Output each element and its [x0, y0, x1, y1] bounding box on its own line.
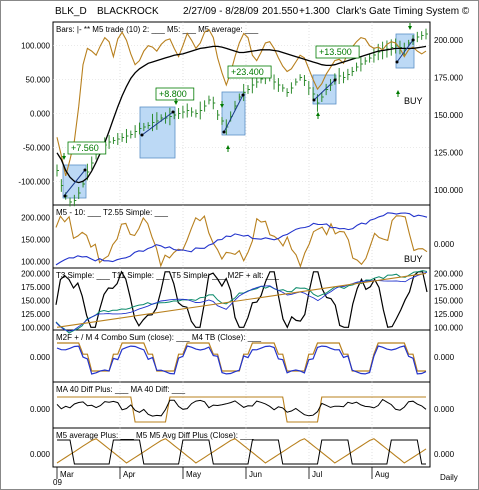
left-tick: 0.000: [30, 405, 51, 414]
left-tick: 150.000: [21, 296, 50, 305]
trade-trendline: [63, 169, 86, 197]
trade-annotation-box: [227, 65, 272, 79]
signal-arrow: [316, 112, 320, 119]
header-symbol: BLK_D: [55, 6, 87, 17]
left-tick: 125.000: [21, 310, 50, 319]
right-tick: 125.000: [434, 149, 463, 158]
trade-point: [411, 38, 415, 42]
month-label-mar: Mar: [60, 470, 74, 479]
right-tick: 0.000: [434, 353, 455, 362]
header-system: Clark's Gate Timing System ©: [336, 6, 470, 17]
right-tick: 175.000: [434, 283, 463, 292]
m5-avg-diff-plus-line: [57, 439, 426, 465]
left-tick: 0.000: [30, 353, 51, 362]
m5-average-plus-line: [56, 438, 427, 464]
panel-2-label: M5 - 10: ___ T2.55 Simple: ___: [56, 208, 168, 217]
m2f-alt-line: [56, 272, 427, 328]
year-label: 09: [53, 478, 62, 487]
right-tick: 200.000: [434, 269, 463, 278]
header-range: 2/27/09 - 8/28/09: [183, 6, 259, 17]
right-tick: 100.000: [434, 186, 463, 195]
trade-point: [222, 130, 226, 134]
trade-point: [140, 133, 144, 137]
left-tick: 175.000: [21, 283, 50, 292]
right-tick: 125.000: [434, 310, 463, 319]
header-change: +1.300: [299, 6, 330, 17]
trade-point: [171, 110, 175, 114]
trade-annotation-box: [67, 141, 107, 155]
signal-arrow: [226, 145, 230, 152]
left-tick: 150.000: [21, 235, 50, 244]
trade-annotation: +13.500: [319, 47, 352, 57]
m5-line: [56, 28, 427, 177]
header-price: 201.550: [262, 6, 299, 17]
trade-annotation-box: [155, 87, 195, 101]
ma40-diff-line: [56, 398, 427, 417]
m4-tb-line: [56, 345, 427, 375]
trade-annotation: +23.400: [231, 67, 264, 77]
left-tick: 50.000: [26, 76, 51, 85]
right-tick: 0.000: [434, 450, 455, 459]
month-label-jul: Jul: [312, 470, 322, 479]
month-label-aug: Aug: [375, 470, 389, 479]
left-tick: -100.000: [18, 177, 50, 186]
month-label-apr: Apr: [123, 470, 136, 479]
right-tick: 0.000: [434, 240, 455, 249]
panel-6-label: M5 average Plus: ___ M5 M5 Avg Diff Plus…: [56, 431, 254, 440]
ma40-diff-plus-line: [57, 396, 426, 423]
t11-line: [55, 270, 428, 334]
panel-1-label: Bars: |- ** M5 trade (10) 2: ___ M5: ___…: [56, 25, 259, 34]
m5-10-line: [55, 215, 428, 268]
signal-arrow: [396, 90, 400, 97]
month-label-may: May: [186, 470, 201, 479]
trade-annotation-box: [315, 45, 360, 59]
period-label: Daily: [440, 473, 458, 482]
t3-line: [55, 270, 428, 329]
trade-point: [395, 60, 399, 64]
header-name: BLACKROCK: [97, 6, 159, 17]
right-tick: 200.000: [434, 36, 463, 45]
left-tick: 200.000: [21, 269, 50, 278]
panel-frame-6: [52, 427, 431, 468]
left-tick: 100.000: [21, 257, 50, 266]
buy-signal-label: BUY: [404, 96, 423, 106]
right-tick: 150.000: [434, 111, 463, 120]
right-tick: 175.000: [434, 74, 463, 83]
left-tick: -50.000: [23, 143, 51, 152]
trade-annotation: +8.800: [159, 89, 187, 99]
trade-point: [333, 78, 337, 82]
t5-line: [55, 271, 428, 332]
trade-annotation: +7.560: [71, 143, 99, 153]
trade-point: [241, 93, 245, 97]
trade-point: [312, 98, 316, 102]
panel-5-label: MA 40 Diff Plus: ___ MA 40 Diff: ___: [56, 385, 186, 394]
trade-point: [63, 194, 67, 198]
trade-trendline: [313, 79, 336, 101]
signal-arrow: [174, 98, 178, 105]
time-axis: Mar Apr May Jun Jul Aug: [56, 467, 389, 479]
left-tick: 100.000: [21, 42, 50, 51]
panel-3-label: T3 Simple: ___ T11 Simple: ___ T5 Simple…: [56, 271, 280, 280]
trade-trendline: [141, 111, 174, 136]
m5-average-line: [56, 45, 427, 184]
left-tick: 200.000: [21, 213, 50, 222]
buy-signal-label-2: BUY: [404, 254, 423, 264]
right-tick: 0.000: [434, 405, 455, 414]
signal-arrow: [220, 101, 224, 108]
left-tick: 100.000: [21, 323, 50, 332]
signal-arrow: [408, 23, 412, 30]
trade-point: [83, 168, 87, 172]
trade-trendline: [396, 39, 414, 63]
right-tick: 100.000: [434, 323, 463, 332]
left-tick: 0.000: [30, 110, 51, 119]
month-label-jun: Jun: [249, 470, 262, 479]
panel-4-label: M2F + / M 4 Combo Sum (close): ___ M4 TB…: [56, 333, 262, 342]
signal-arrow: [62, 153, 66, 160]
left-tick: 0.000: [30, 450, 51, 459]
trade-trendline: [223, 94, 244, 133]
t2-55-line: [55, 212, 428, 266]
right-tick: 150.000: [434, 296, 463, 305]
